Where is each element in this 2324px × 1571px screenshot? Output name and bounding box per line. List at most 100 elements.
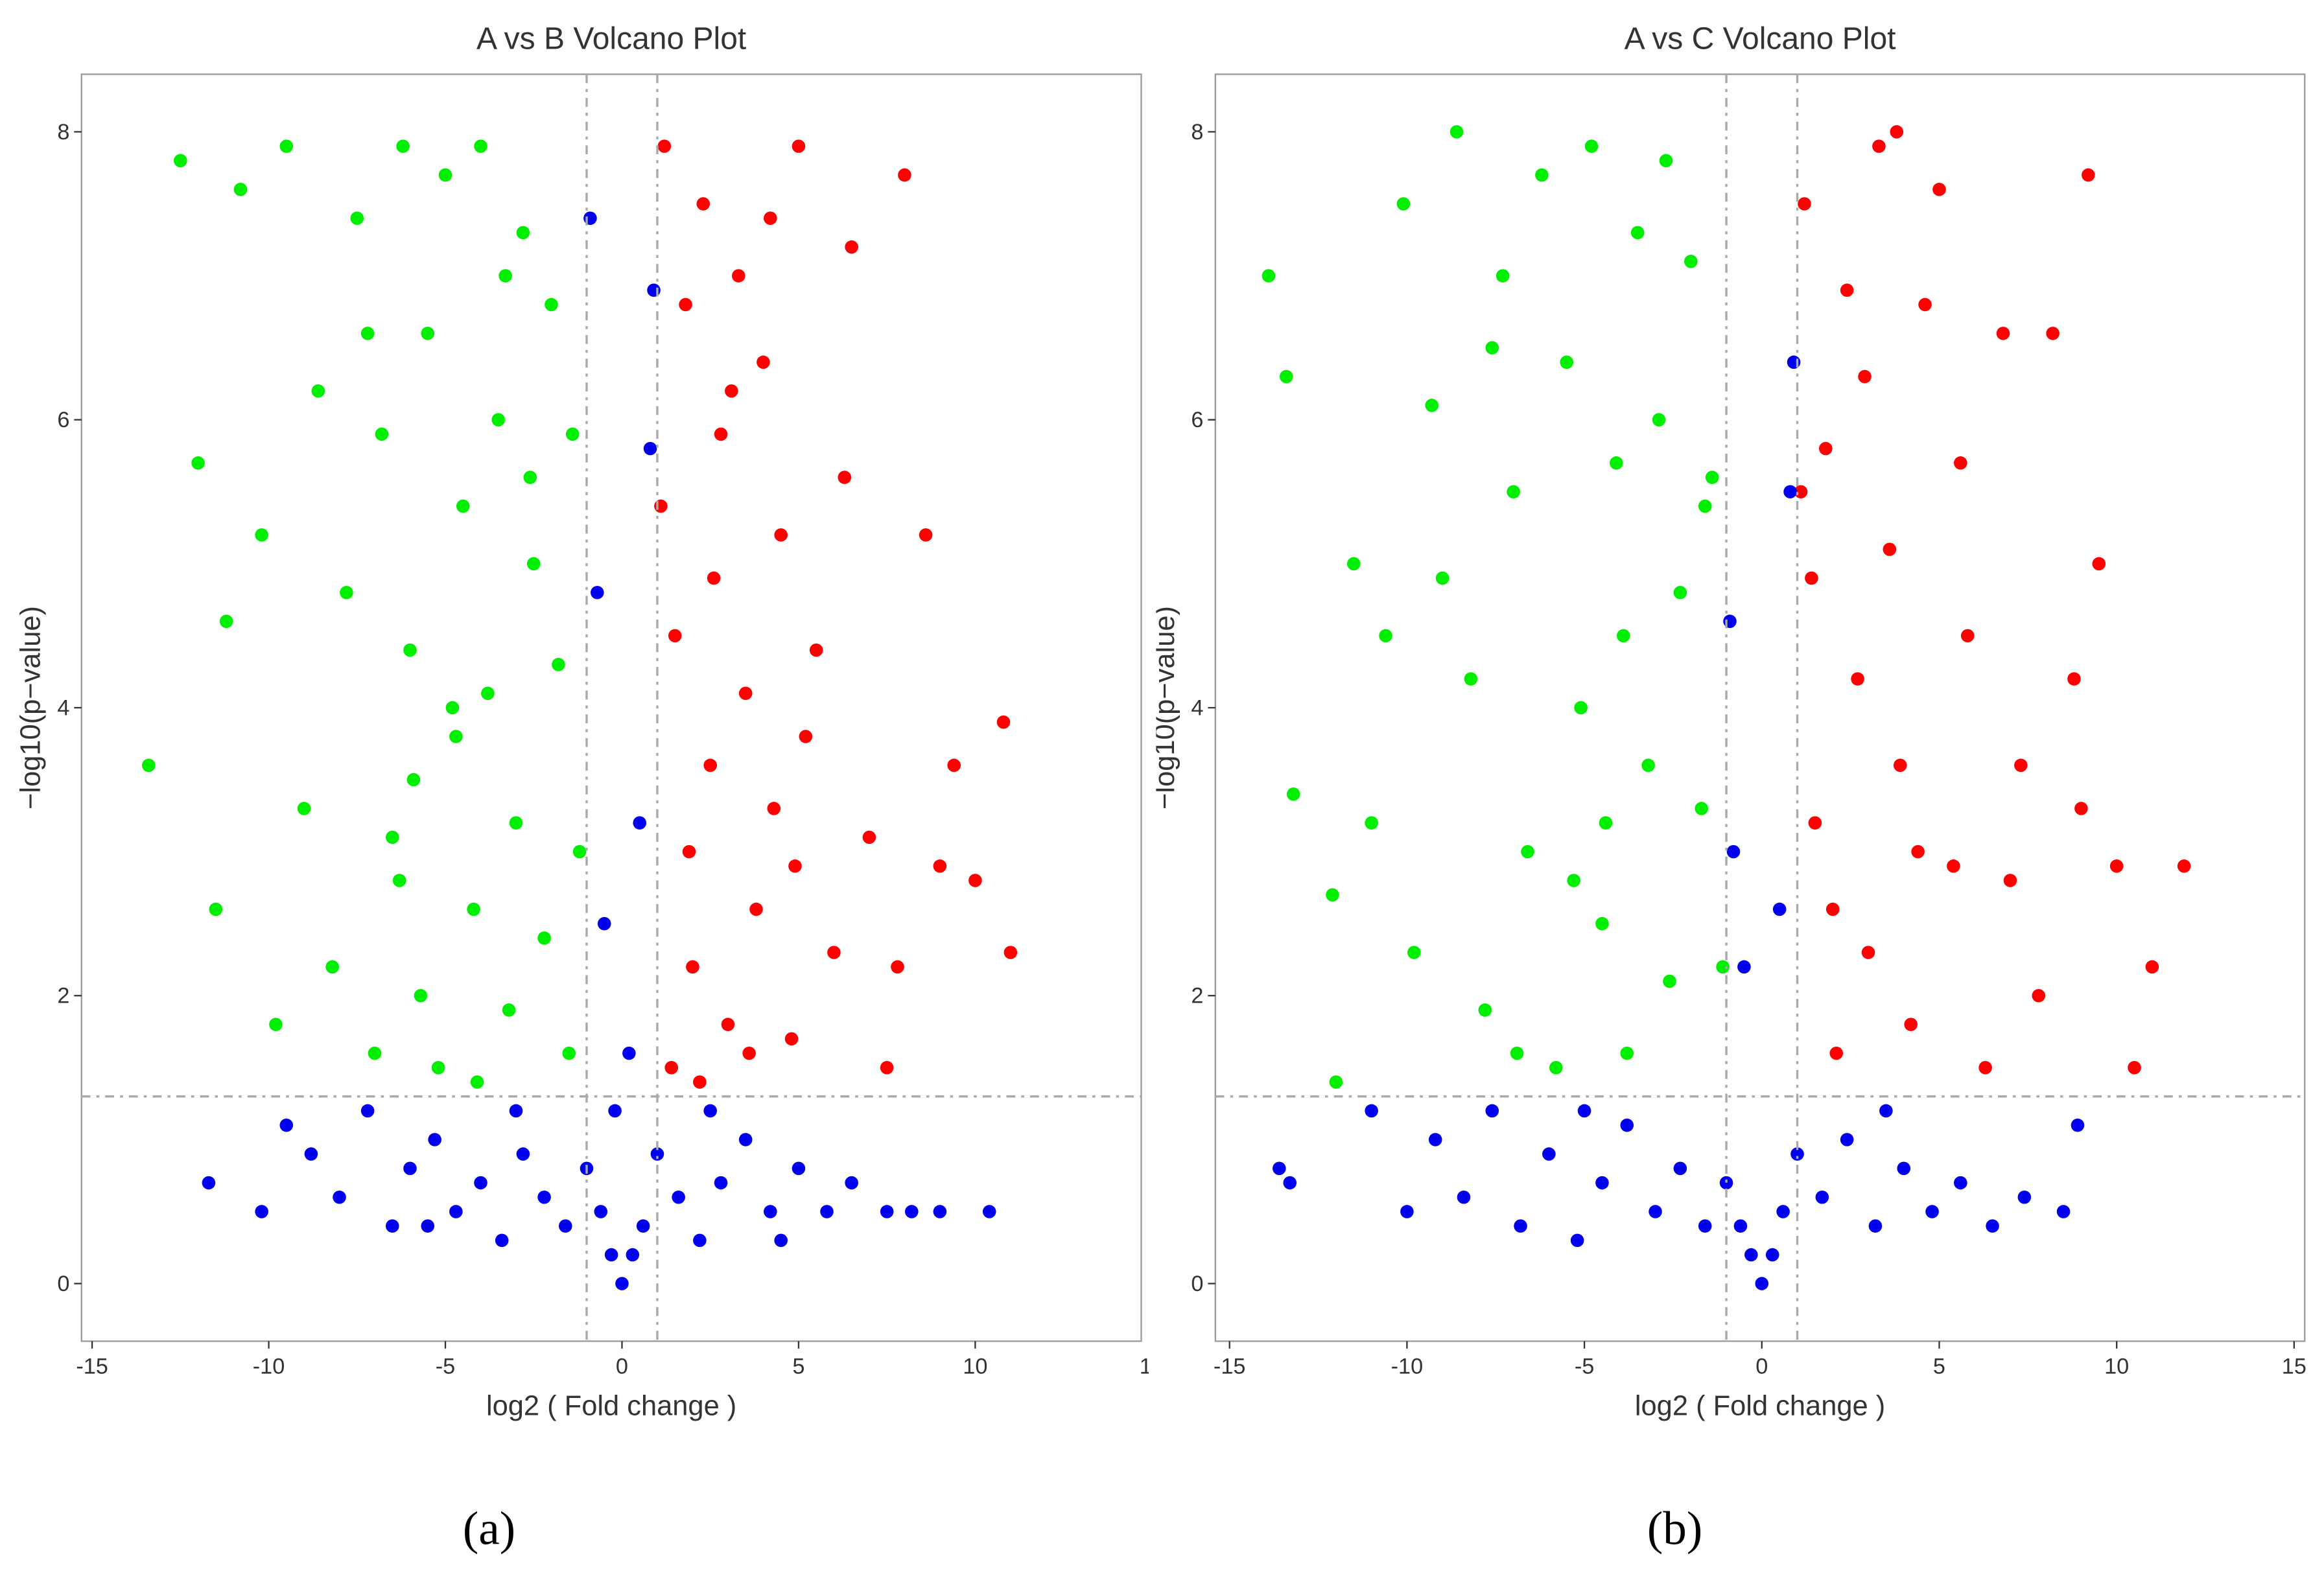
point <box>421 1219 435 1233</box>
point <box>809 643 823 657</box>
point <box>1798 197 1811 211</box>
point <box>333 1190 346 1204</box>
point <box>742 1046 756 1060</box>
point <box>368 1046 382 1060</box>
x-tick-label: 15 <box>1140 1355 1164 1379</box>
point <box>636 1219 650 1233</box>
point <box>982 1205 996 1218</box>
y-tick-label: 0 <box>1191 1272 1203 1296</box>
point <box>749 902 763 916</box>
point <box>1574 701 1588 715</box>
point <box>1790 1147 1804 1161</box>
point <box>792 1161 806 1176</box>
point <box>1840 1133 1854 1146</box>
point <box>608 1104 622 1118</box>
point <box>1365 816 1378 830</box>
point <box>1755 1277 1769 1290</box>
point <box>933 859 947 873</box>
point <box>191 456 205 470</box>
point <box>1649 1205 1662 1218</box>
point <box>1407 946 1421 959</box>
y-tick-label: 4 <box>57 695 69 720</box>
point <box>2128 1061 2141 1075</box>
point <box>375 427 389 441</box>
y-tick-label: 0 <box>57 1272 69 1296</box>
point <box>2056 1205 2071 1218</box>
point <box>428 1133 441 1146</box>
point <box>141 758 156 773</box>
point <box>1283 1176 1297 1190</box>
point <box>233 182 248 196</box>
point <box>799 730 813 743</box>
point <box>1783 485 1797 499</box>
point <box>1918 297 1932 312</box>
point <box>898 168 911 182</box>
point <box>1698 1219 1712 1233</box>
point <box>1673 1161 1687 1176</box>
point <box>403 1161 417 1176</box>
point <box>421 327 435 340</box>
point <box>1620 1118 1634 1132</box>
point <box>820 1205 834 1218</box>
point <box>385 830 399 844</box>
point <box>202 1176 216 1190</box>
point <box>1978 1061 1992 1075</box>
point <box>1954 456 1967 470</box>
point <box>1840 283 1854 297</box>
point <box>304 1147 318 1161</box>
point <box>1485 341 1499 355</box>
point <box>1549 1061 1563 1075</box>
point <box>431 1061 445 1075</box>
point <box>1954 1176 1967 1190</box>
point <box>654 499 668 513</box>
point <box>350 211 364 225</box>
point <box>2109 859 2124 873</box>
point <box>1659 154 1673 168</box>
point <box>509 816 523 830</box>
point <box>1723 614 1737 628</box>
y-tick-label: 8 <box>57 120 69 145</box>
point <box>1705 471 1719 484</box>
point <box>1464 672 1478 686</box>
point <box>360 327 375 340</box>
point <box>1861 946 1875 959</box>
point <box>2092 557 2106 571</box>
point <box>757 355 770 369</box>
point <box>583 211 597 225</box>
point <box>470 1075 484 1089</box>
point <box>1947 859 1960 873</box>
x-tick-label: -5 <box>1575 1355 1594 1379</box>
point <box>1893 758 1907 773</box>
point <box>537 931 551 945</box>
point <box>1595 1176 1609 1190</box>
point <box>774 1233 788 1248</box>
x-tick-label: -5 <box>436 1355 455 1379</box>
point <box>1620 1046 1634 1060</box>
point <box>657 139 672 153</box>
point <box>2017 1190 2032 1204</box>
point <box>2082 168 2095 182</box>
point <box>622 1046 636 1060</box>
point <box>597 916 611 931</box>
point <box>1858 369 1872 384</box>
point <box>1457 1190 1471 1204</box>
point <box>615 1277 629 1290</box>
point <box>2046 327 2060 340</box>
point <box>633 816 647 830</box>
point <box>1925 1205 1939 1218</box>
point <box>1510 1046 1524 1060</box>
point <box>502 1003 516 1017</box>
point <box>526 557 541 571</box>
y-axis-label: −log10(p−value) <box>16 606 47 809</box>
point <box>1695 802 1709 815</box>
point <box>1450 125 1464 139</box>
point <box>1808 816 1822 830</box>
point <box>1719 1176 1733 1190</box>
y-axis-label: −log10(p−value) <box>1149 606 1180 809</box>
x-tick-label: 5 <box>1933 1355 1945 1379</box>
point <box>325 960 339 974</box>
point <box>1641 758 1655 773</box>
x-tick-label: 10 <box>2104 1355 2129 1379</box>
point <box>1819 441 1833 456</box>
